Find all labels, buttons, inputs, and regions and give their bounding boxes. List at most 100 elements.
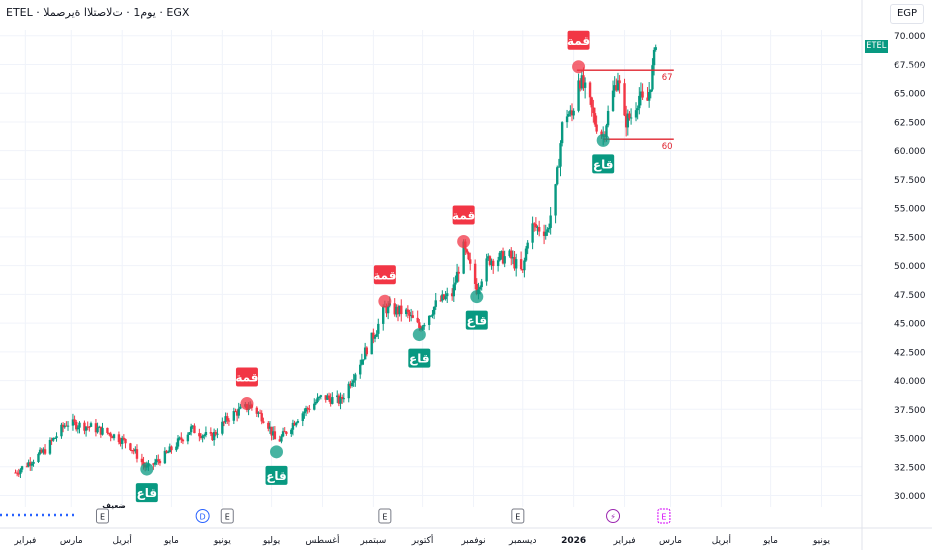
- candle-body: [226, 416, 229, 421]
- trough-label-box: [408, 348, 431, 368]
- candle-body: [55, 436, 58, 438]
- weak-caption: ضعيف: [102, 501, 125, 510]
- candle-body: [296, 421, 300, 423]
- candle-body: [212, 432, 216, 441]
- candle-body: [626, 113, 630, 128]
- candle-body: [521, 269, 524, 271]
- candle-body: [239, 406, 242, 409]
- candle-body: [262, 421, 265, 423]
- y-tick-label: 55.000: [894, 205, 926, 215]
- candle-body: [590, 97, 593, 108]
- candle-body: [14, 472, 17, 474]
- x-tick-label: مايو: [163, 536, 179, 546]
- candle-body: [454, 282, 457, 285]
- candle-body: [533, 223, 536, 225]
- candle-body: [498, 252, 501, 261]
- candle-body: [582, 75, 585, 88]
- candle-body: [365, 347, 368, 355]
- peak-label-box: [235, 367, 258, 387]
- candle-body: [385, 306, 388, 314]
- y-tick-label: 35.000: [894, 435, 926, 445]
- x-tick-label: مارس: [659, 536, 682, 546]
- candle-body: [398, 305, 401, 315]
- candle-body: [523, 260, 526, 271]
- candle-body: [48, 439, 52, 454]
- candle-body: [178, 437, 181, 439]
- candle-body: [63, 425, 66, 428]
- candle-body: [188, 432, 191, 435]
- y-tick-label: 65.000: [894, 90, 926, 100]
- candle-body: [273, 431, 277, 440]
- candle-body: [198, 433, 201, 437]
- candle-body: [363, 347, 367, 360]
- candle-body: [17, 473, 20, 475]
- candle-body: [29, 462, 32, 466]
- candle-body: [462, 241, 465, 274]
- candle-body: [511, 257, 515, 259]
- earnings-event-icon: [220, 508, 234, 524]
- candle-body: [556, 167, 559, 185]
- candle-body: [109, 433, 112, 437]
- earnings-event-icon: [95, 508, 109, 524]
- candle-body: [524, 248, 528, 261]
- candle-body: [618, 80, 621, 84]
- y-tick-label: 42.500: [894, 348, 926, 358]
- candle-body: [180, 437, 183, 440]
- candle-body: [132, 450, 135, 452]
- candle-body: [295, 422, 298, 426]
- candle-body: [360, 359, 364, 365]
- candle-body: [579, 80, 582, 89]
- candle-body: [513, 257, 516, 269]
- candle-body: [94, 423, 98, 433]
- trough-label: قاع: [593, 157, 614, 171]
- x-tick-label: فبراير: [613, 536, 636, 546]
- candle-body: [624, 115, 628, 128]
- y-tick-label: 50.000: [894, 262, 926, 272]
- y-tick-label: 67.500: [894, 61, 926, 71]
- candle-body: [373, 336, 377, 339]
- candle-body: [27, 462, 30, 467]
- candle-body: [258, 412, 262, 414]
- candle-body: [569, 110, 572, 115]
- candle-body: [106, 427, 109, 433]
- candle-body: [418, 322, 421, 329]
- candle-body: [628, 113, 631, 119]
- candle-body: [211, 433, 214, 441]
- candle-body: [319, 395, 323, 397]
- candle-body: [165, 450, 168, 453]
- peak-marker: [572, 60, 586, 74]
- candle-body: [427, 315, 431, 325]
- symbol-header[interactable]: ETEL · يوم1 · ت‌لاصتلاا ةيرصملا · EGX: [6, 6, 190, 19]
- candle-body: [117, 434, 121, 443]
- candle-body: [508, 250, 511, 257]
- candle-body: [260, 413, 263, 422]
- candle-body: [534, 224, 538, 228]
- candle-body: [478, 287, 482, 290]
- candle-body: [255, 407, 259, 414]
- y-tick-label: 52.500: [894, 233, 926, 243]
- candle-body: [267, 422, 270, 429]
- candle-body: [406, 309, 410, 313]
- y-tick-label: 60.000: [894, 147, 926, 157]
- candle-body: [224, 416, 227, 422]
- candle-body: [519, 259, 523, 270]
- candle-body: [89, 423, 93, 427]
- x-tick-label: نوفمبر: [460, 536, 485, 546]
- candle-body: [554, 184, 557, 216]
- candle-body: [42, 449, 45, 453]
- candle-body: [203, 435, 206, 437]
- candle-body: [53, 437, 57, 439]
- candle-body: [654, 47, 657, 50]
- peak-label-box: [567, 30, 590, 50]
- x-tick-label: أكتوبر: [411, 534, 434, 546]
- x-tick-label: يونيو: [812, 536, 831, 546]
- candle-body: [153, 462, 157, 465]
- currency-button[interactable]: EGP: [890, 4, 924, 24]
- candle-body: [181, 439, 185, 442]
- candle-body: [377, 323, 380, 334]
- candle-body: [221, 421, 224, 434]
- candle-body: [450, 293, 454, 297]
- candle-body: [52, 438, 55, 441]
- trough-label-box: [265, 465, 288, 485]
